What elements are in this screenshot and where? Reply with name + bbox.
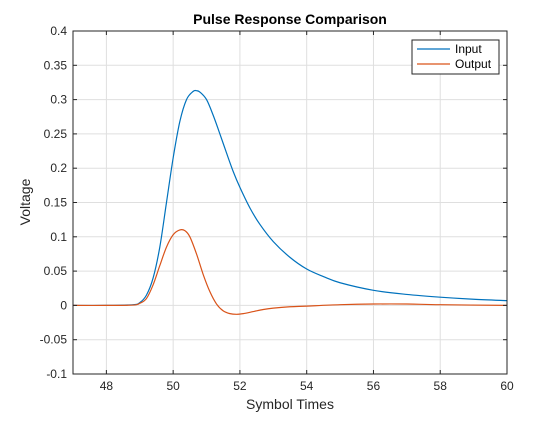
y-tick-label: 0.4 [50, 24, 67, 38]
ticks [73, 30, 508, 375]
y-axis-label: Voltage [17, 178, 33, 225]
y-tick-label: 0.05 [44, 264, 68, 278]
chart-title: Pulse Response Comparison [193, 11, 387, 27]
series-line-input [73, 89, 507, 307]
x-tick-label: 50 [166, 379, 180, 393]
series-line-output [73, 228, 507, 315]
y-tick-label: 0.3 [50, 93, 67, 107]
x-tick-label: 52 [233, 379, 247, 393]
y-tick-label: 0 [60, 298, 67, 312]
y-tick-label: 0.1 [50, 230, 67, 244]
y-tick-label: -0.1 [46, 367, 67, 381]
series-layer [73, 89, 507, 315]
x-tick-label: 58 [434, 379, 448, 393]
tick-labels: 48 50 52 54 56 58 60 -0.1 -0.05 0 0.05 0.1 0.15 0.2 0.… [40, 24, 514, 393]
y-tick-label: 0.25 [44, 127, 68, 141]
legend-label-input: Input [455, 42, 482, 56]
y-tick-label: 0.2 [50, 161, 67, 175]
legend-label-output: Output [455, 57, 492, 71]
x-tick-label: 48 [100, 379, 114, 393]
x-tick-label: 56 [367, 379, 381, 393]
x-axis-label: Symbol Times [246, 396, 334, 412]
x-tick-label: 60 [500, 379, 514, 393]
y-tick-label: 0.35 [44, 58, 68, 72]
legend-box [411, 39, 500, 75]
y-tick-label: -0.05 [40, 333, 68, 347]
y-tick-label: 0.15 [44, 196, 68, 210]
x-tick-label: 54 [300, 379, 314, 393]
